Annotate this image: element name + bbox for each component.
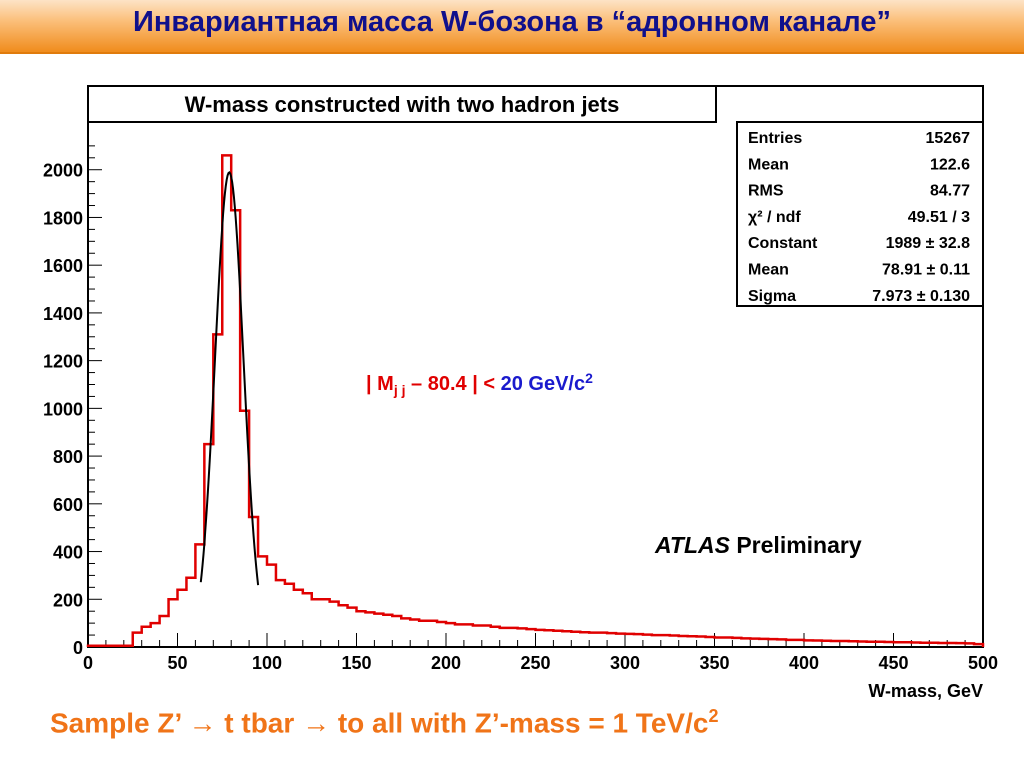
caption-superscript: 2 bbox=[708, 706, 719, 726]
y-tick-label: 0 bbox=[73, 638, 83, 658]
y-tick-label: 1200 bbox=[43, 352, 83, 372]
x-tick-label: 300 bbox=[610, 653, 640, 673]
title-bar: Инвариантная масса W-бозона в “адронном … bbox=[0, 0, 1024, 54]
x-tick-label: 350 bbox=[699, 653, 729, 673]
cut-subscript: j j bbox=[393, 382, 406, 398]
caption-part-3: to all with Z’-mass = 1 TeV/c bbox=[330, 707, 709, 739]
arrow-icon: → bbox=[302, 707, 331, 739]
cut-text-blue: 20 GeV/c bbox=[495, 373, 585, 395]
atlas-preliminary-label: ATLAS Preliminary bbox=[654, 532, 862, 558]
stats-label: RMS bbox=[748, 183, 784, 200]
chart-title-box bbox=[87, 85, 717, 123]
x-tick-label: 150 bbox=[341, 653, 371, 673]
gaussian-fit-line bbox=[199, 171, 260, 586]
stats-label: Mean bbox=[748, 262, 789, 279]
caption-part-2: t tbar bbox=[216, 707, 303, 739]
caption-part-1: Sample Z’ bbox=[50, 707, 189, 739]
stats-label: Sigma bbox=[748, 288, 796, 305]
x-tick-label: 0 bbox=[83, 653, 93, 673]
x-tick-label: 400 bbox=[789, 653, 819, 673]
x-tick-label: 200 bbox=[431, 653, 461, 673]
stats-value: 78.91 ± 0.11 bbox=[882, 262, 970, 279]
y-tick-label: 600 bbox=[53, 495, 83, 515]
stats-value: 122.6 bbox=[930, 156, 970, 173]
slide-caption: Sample Z’ → t tbar → to all with Z’-mass… bbox=[50, 706, 718, 739]
y-tick-label: 2000 bbox=[43, 161, 83, 181]
stats-label: Constant bbox=[748, 235, 818, 252]
preliminary-text: Preliminary bbox=[730, 532, 862, 558]
cut-superscript: 2 bbox=[585, 370, 593, 386]
stats-label: Mean bbox=[748, 156, 789, 173]
atlas-text: ATLAS bbox=[654, 532, 731, 558]
cut-text-red: – 80.4 | < bbox=[405, 373, 495, 395]
x-tick-label: 450 bbox=[878, 653, 908, 673]
y-tick-label: 400 bbox=[53, 543, 83, 563]
x-tick-label: 50 bbox=[167, 653, 187, 673]
stats-value: 15267 bbox=[926, 130, 971, 147]
x-tick-label: 500 bbox=[968, 653, 998, 673]
stats-label: χ² / ndf bbox=[748, 209, 801, 226]
y-tick-label: 200 bbox=[53, 590, 83, 610]
chart-title: W-mass constructed with two hadron jets bbox=[185, 92, 620, 117]
stats-value: 84.77 bbox=[930, 183, 970, 200]
slide-title: Инвариантная масса W-бозона в “адронном … bbox=[133, 6, 891, 38]
y-tick-label: 1800 bbox=[43, 208, 83, 228]
x-axis-label: W-mass, GeV bbox=[868, 681, 983, 701]
y-tick-label: 1400 bbox=[43, 304, 83, 324]
x-tick-label: 250 bbox=[520, 653, 550, 673]
stats-box bbox=[736, 121, 984, 307]
stats-value: 1989 ± 32.8 bbox=[886, 235, 971, 252]
stats-value: 49.51 / 3 bbox=[908, 209, 970, 226]
x-tick-label: 100 bbox=[252, 653, 282, 673]
y-tick-label: 1000 bbox=[43, 399, 83, 419]
y-tick-label: 1600 bbox=[43, 256, 83, 276]
cut-annotation: | Mj j – 80.4 | < 20 GeV/c2 bbox=[366, 370, 593, 398]
stats-value: 7.973 ± 0.130 bbox=[872, 288, 970, 305]
y-tick-label: 800 bbox=[53, 447, 83, 467]
cut-text-red: | M bbox=[366, 373, 394, 395]
stats-label: Entries bbox=[748, 130, 802, 147]
arrow-icon: → bbox=[188, 707, 217, 739]
